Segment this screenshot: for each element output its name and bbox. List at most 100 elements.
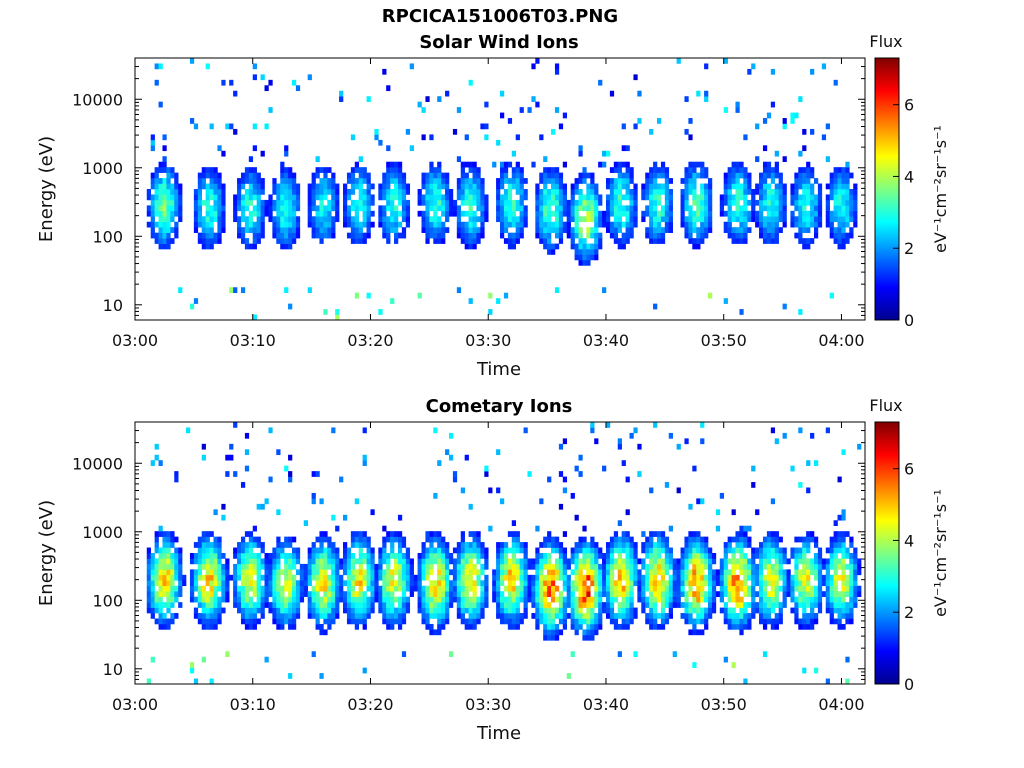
heatmap-cell [417,189,422,195]
heatmap-cell [397,161,403,168]
heatmap-cell [327,553,332,559]
heatmap-cell [189,558,195,565]
heatmap-cell [382,618,387,625]
heatmap-cell [668,553,673,559]
heatmap-cell [166,167,171,173]
heatmap-cell [531,585,536,592]
heatmap-cell [641,210,646,217]
heatmap-cell [594,438,599,445]
heatmap-cell [484,123,489,130]
heatmap-cell [268,580,273,587]
heatmap-cell [739,216,744,223]
heatmap-cell [378,216,383,223]
heatmap-cell [743,216,748,223]
heatmap-cell [684,591,689,597]
heatmap-cell [189,667,195,674]
heatmap-cell [441,227,446,233]
heatmap-cell [248,172,254,179]
heatmap-cell [551,580,556,587]
heatmap-cell [660,607,666,614]
heatmap-cell [205,542,210,548]
heatmap-cell [448,651,454,658]
heatmap-cell [849,613,854,619]
heatmap-cell [594,580,599,587]
heatmap-cell [629,227,634,233]
heatmap-cell [460,569,465,576]
heatmap-cell [778,189,783,195]
heatmap-cell [723,194,728,201]
heatmap-cell [429,134,434,141]
heatmap-cell [633,563,638,570]
heatmap-cell [696,542,701,548]
heatmap-cell [511,563,516,570]
heatmap-cell [331,618,336,625]
heatmap-cell [770,232,776,239]
heatmap-cell [633,558,638,565]
heatmap-cell [413,574,418,581]
heatmap-cell [680,563,685,570]
heatmap-cell [590,172,595,179]
heatmap-cell [841,189,846,195]
heatmap-cell [692,227,697,233]
heatmap-cell [268,563,273,570]
heatmap-cell [582,178,587,184]
heatmap-cell [429,194,434,201]
heatmap-cell [456,585,462,592]
heatmap-cell [276,189,281,195]
heatmap-cell [806,591,811,597]
heatmap-cell [558,123,564,130]
heatmap-cell [743,194,748,201]
heatmap-cell [645,205,650,212]
heatmap-cell [460,194,465,201]
heatmap-cell [704,558,709,565]
heatmap-cell [743,525,748,532]
heatmap-cell [802,227,807,233]
heatmap-cell [849,232,854,239]
heatmap-cell [696,536,701,543]
heatmap-cell [280,205,285,212]
heatmap-cell [625,221,630,228]
heatmap-cell [272,232,277,239]
heatmap-cell [853,547,858,554]
heatmap-cell [354,161,359,168]
heatmap-cell [653,596,658,603]
heatmap-cell [315,221,320,228]
heatmap-cell [331,585,336,592]
heatmap-cell [598,161,603,168]
heatmap-cell [209,123,214,130]
heatmap-cell [802,205,807,212]
heatmap-cell [323,183,328,190]
heatmap-cell [688,569,693,576]
heatmap-cell [660,569,666,576]
heatmap-cell [692,172,697,179]
heatmap-cell [272,613,277,619]
heatmap-cell [664,547,670,554]
heatmap-cell [484,596,489,603]
heatmap-cell [676,58,681,64]
heatmap-cell [288,569,293,576]
heatmap-cell [448,194,454,201]
heatmap-cell [817,183,823,190]
heatmap-cell [284,189,289,195]
heatmap-cell [252,183,257,190]
heatmap-cell [649,210,654,217]
heatmap-cell [543,178,548,184]
heatmap-cell [456,232,462,239]
heatmap-cell [735,585,740,592]
heatmap-cell [806,194,811,201]
heatmap-cell [397,167,403,173]
heatmap-cell [311,558,316,565]
heatmap-cell [382,607,387,614]
heatmap-cell [237,596,242,603]
heatmap-cell [225,454,230,461]
heatmap-cell [602,602,607,608]
heatmap-cell [562,607,568,614]
heatmap-cell [276,574,281,581]
heatmap-cell [170,199,175,206]
heatmap-cell [448,189,454,195]
heatmap-cell [460,232,465,239]
heatmap-cell [558,232,564,239]
heatmap-cell [429,553,434,559]
heatmap-cell [794,558,799,565]
heatmap-cell [315,167,320,173]
